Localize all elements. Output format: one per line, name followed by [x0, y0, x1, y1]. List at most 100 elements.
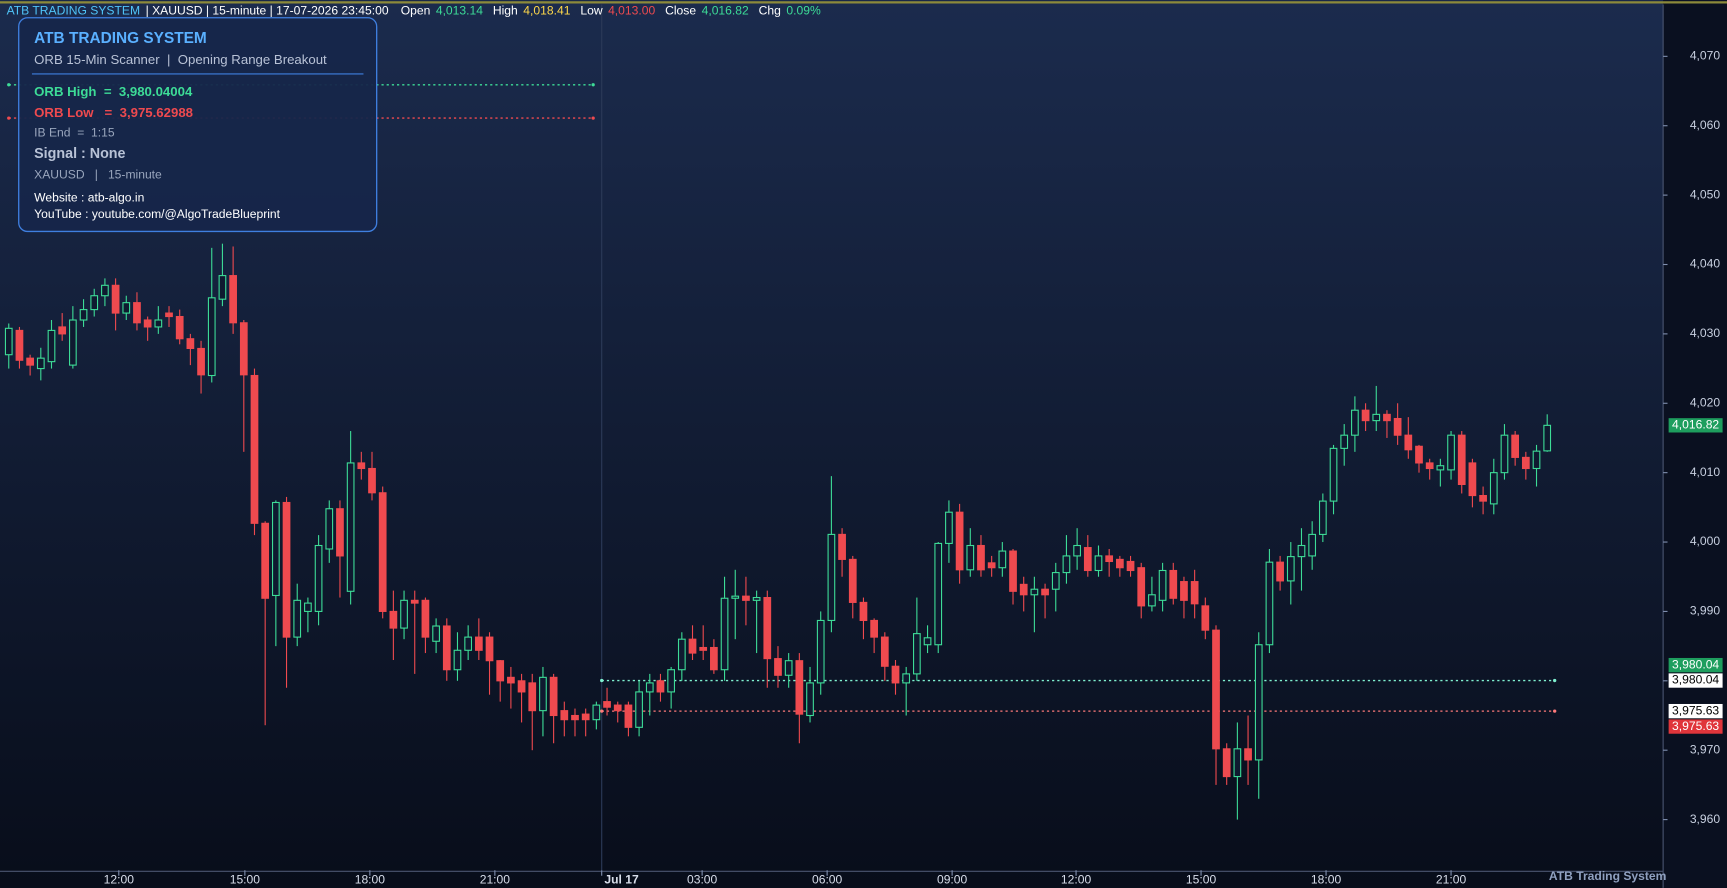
- y-tick-label: 4,060: [1690, 118, 1721, 132]
- candle-body: [111, 284, 120, 314]
- level-end: [7, 83, 11, 87]
- candle-body: [1169, 569, 1178, 599]
- candle-body: [47, 329, 56, 363]
- candle-body: [1019, 583, 1028, 596]
- candle-body: [1500, 434, 1509, 474]
- candle-body: [945, 511, 953, 544]
- candle-body: [1105, 555, 1114, 563]
- ib-end: IB End = 1:15: [34, 126, 115, 140]
- candle-body: [293, 599, 302, 638]
- header: ATB TRADING SYSTEM | XAUUSD | 15-minute |…: [7, 3, 821, 17]
- x-tick-label: 09:00: [937, 872, 968, 886]
- panel-title: ATB TRADING SYSTEM: [34, 30, 207, 47]
- y-tick-label: 4,000: [1690, 534, 1721, 548]
- candle-body: [389, 610, 398, 629]
- candle-body: [603, 701, 611, 708]
- candle-body: [1201, 605, 1210, 631]
- candle-body: [26, 357, 34, 366]
- candle-body: [934, 542, 943, 646]
- candle-body: [271, 501, 280, 597]
- candle-body: [624, 704, 633, 728]
- candle-body: [1318, 500, 1327, 535]
- candle-body: [1212, 629, 1220, 750]
- candle-body: [1297, 544, 1306, 558]
- candle-body: [250, 374, 259, 524]
- candle-body: [539, 676, 547, 712]
- candle-body: [485, 636, 494, 662]
- y-tick-label: 4,070: [1690, 49, 1721, 63]
- signal: Signal : None: [34, 146, 125, 162]
- candle-body: [207, 297, 216, 377]
- candle-body: [1436, 465, 1445, 471]
- candle-body: [507, 676, 515, 684]
- candle-body: [592, 704, 601, 721]
- candle-body: [218, 275, 227, 300]
- candle-body: [474, 636, 483, 651]
- candle-body: [197, 347, 205, 376]
- candle-body: [1511, 434, 1520, 458]
- candle-body: [571, 714, 579, 721]
- candle-body: [122, 302, 131, 314]
- candle-body: [827, 533, 836, 622]
- candle-body: [752, 597, 761, 601]
- candle-body: [1415, 445, 1423, 464]
- candle-body: [1265, 561, 1274, 646]
- candle-body: [133, 302, 141, 324]
- candle-body: [464, 636, 473, 651]
- candle-body: [346, 462, 355, 592]
- candle-body: [955, 511, 964, 571]
- stat-value: 4,016.82: [702, 3, 749, 17]
- candle-body: [1286, 556, 1295, 582]
- x-tick-label: 03:00: [687, 872, 718, 886]
- candle-body: [656, 680, 665, 693]
- candle-body: [806, 682, 814, 717]
- candle-body: [1254, 644, 1263, 761]
- plot: [4, 4, 1668, 876]
- candle-body: [1276, 561, 1284, 582]
- candle-body: [667, 669, 676, 693]
- candle-body: [880, 636, 889, 667]
- stat-value: 0.09%: [786, 3, 821, 17]
- candle-body: [913, 633, 921, 675]
- candle-body: [1361, 409, 1370, 422]
- candle-body: [1457, 434, 1466, 486]
- candle-body: [1340, 434, 1349, 449]
- candle-body: [742, 595, 750, 601]
- orb-low-text: ORB Low = 3,975.62988: [34, 105, 193, 120]
- candle-body: [1073, 544, 1081, 557]
- price-label: 3,975.63: [1672, 719, 1719, 733]
- candle-body: [838, 533, 846, 560]
- candle-body: [774, 658, 782, 676]
- candle-body: [154, 319, 163, 328]
- candle-body: [1489, 472, 1498, 505]
- level-end: [1553, 678, 1557, 683]
- candle-body: [987, 562, 996, 569]
- stat-value: 4,018.41: [523, 3, 570, 17]
- candle-body: [720, 597, 729, 671]
- level-end: [1553, 709, 1557, 713]
- y-tick-label: 4,040: [1690, 257, 1721, 271]
- x-tick-label: 12:00: [1061, 872, 1092, 886]
- candle-body: [1094, 555, 1103, 572]
- candle-body: [688, 638, 697, 654]
- candle-body: [1543, 424, 1552, 452]
- candle-body: [763, 597, 772, 660]
- x-tick-label: 15:00: [230, 872, 261, 886]
- candle-body: [239, 322, 248, 376]
- candle-body: [175, 315, 184, 340]
- candle-body: [1051, 572, 1060, 590]
- candle-body: [1041, 588, 1049, 596]
- candle-body: [891, 665, 900, 684]
- y-tick-label: 4,030: [1690, 326, 1721, 340]
- candle-body: [1126, 560, 1135, 572]
- candle-body: [731, 595, 740, 599]
- candle-body: [143, 319, 152, 328]
- candle-body: [101, 284, 109, 297]
- candle-body: [1329, 447, 1338, 502]
- level-end: [591, 116, 595, 120]
- candle-body: [1137, 567, 1146, 607]
- candle-body: [496, 660, 505, 682]
- candle-body: [977, 544, 985, 571]
